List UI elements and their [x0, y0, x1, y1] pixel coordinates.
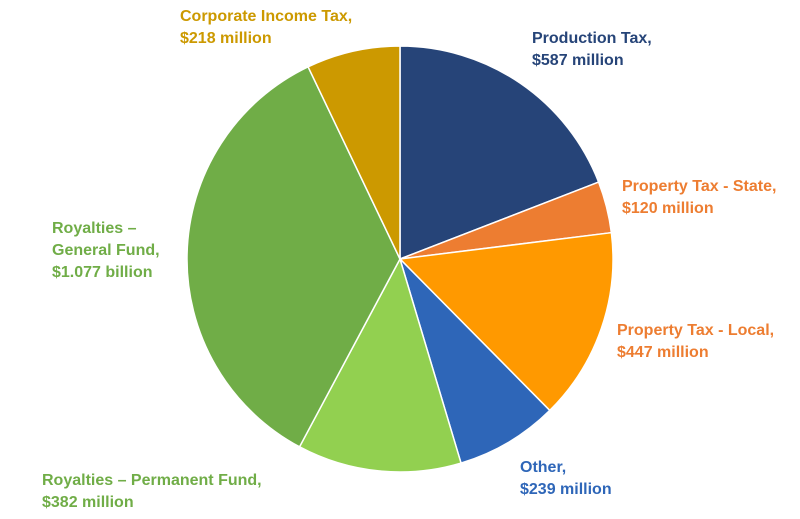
- label-royalties-general-fund: Royalties – General Fund, $1.077 billion: [52, 218, 160, 284]
- pie-slice-royalties-permanent-fund: [298, 257, 462, 473]
- label-production-tax-line2: $587 million: [532, 52, 624, 69]
- label-other-line1: Other,: [520, 459, 567, 476]
- pie-slice-corporate-income-tax: [307, 45, 401, 260]
- label-corporate-income-tax-line1: Corporate Income Tax,: [180, 8, 353, 25]
- label-property-tax-local-line2: $447 million: [617, 344, 709, 361]
- label-corporate-income-tax: Corporate Income Tax, $218 million: [180, 6, 352, 50]
- label-other-line2: $239 million: [520, 481, 612, 498]
- label-property-tax-local-line1: Property Tax - Local,: [617, 322, 775, 339]
- label-property-tax-local: Property Tax - Local, $447 million: [617, 320, 774, 364]
- label-royalties-general-fund-line1: Royalties –: [52, 220, 137, 237]
- label-royalties-general-fund-line2: General Fund,: [52, 242, 160, 259]
- label-production-tax-line1: Production Tax,: [532, 30, 652, 47]
- label-royalties-permanent-fund-line2: $382 million: [42, 494, 134, 511]
- label-property-tax-state: Property Tax - State, $120 million: [622, 176, 776, 220]
- pie-slice-production-tax: [399, 45, 600, 261]
- label-other: Other, $239 million: [520, 457, 612, 501]
- label-property-tax-state-line2: $120 million: [622, 200, 714, 217]
- pie-slice-other: [399, 258, 551, 465]
- label-royalties-permanent-fund: Royalties – Permanent Fund, $382 million: [42, 470, 262, 514]
- pie-slice-property-tax-local: [398, 231, 614, 412]
- pie-slice-royalties-general-fund: [186, 65, 401, 448]
- label-production-tax: Production Tax, $587 million: [532, 28, 652, 72]
- label-property-tax-state-line1: Property Tax - State,: [622, 178, 777, 195]
- label-royalties-permanent-fund-line1: Royalties – Permanent Fund,: [42, 472, 262, 489]
- label-corporate-income-tax-line2: $218 million: [180, 30, 272, 47]
- label-royalties-general-fund-line3: $1.077 billion: [52, 264, 153, 281]
